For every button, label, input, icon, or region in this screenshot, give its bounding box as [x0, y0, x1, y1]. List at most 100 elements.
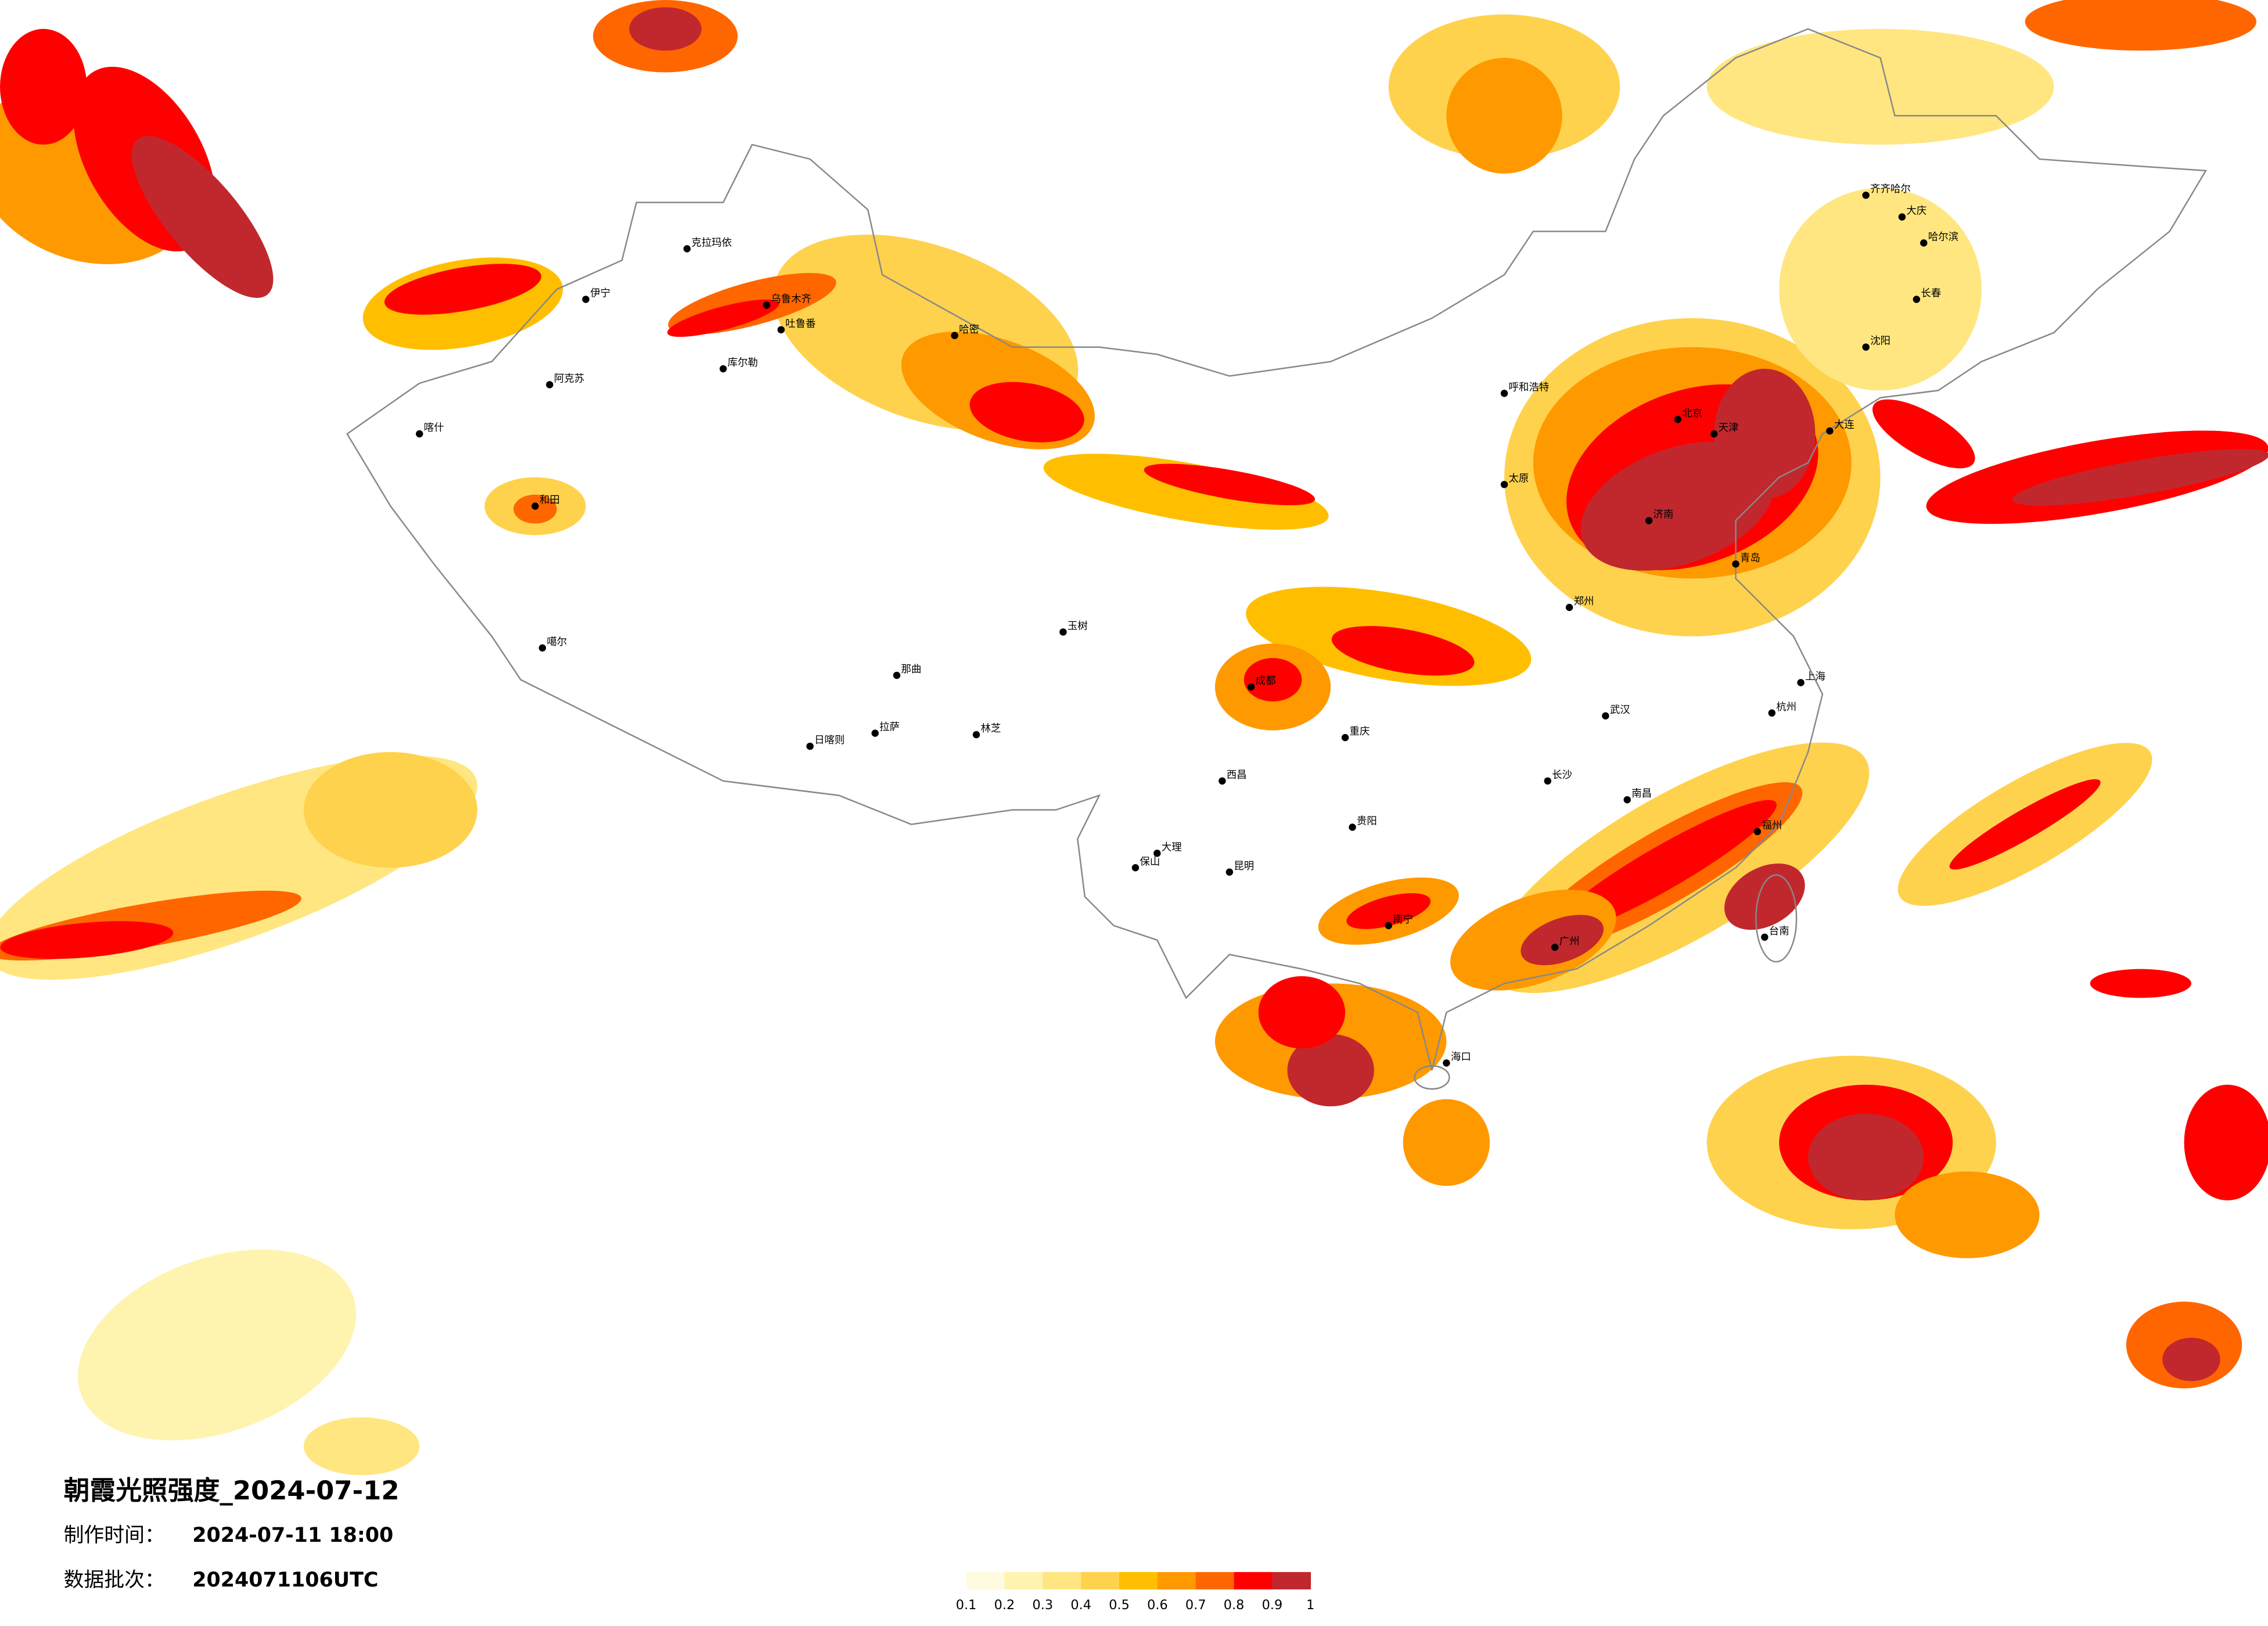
intensity-patch	[384, 264, 541, 315]
colorbar-tick-label: 0.8	[1224, 1598, 1245, 1613]
made-label: 制作时间：	[64, 1524, 165, 1547]
city-label: 库尔勒	[728, 357, 758, 369]
intensity-patch	[1243, 658, 1302, 702]
colorbar-box	[1157, 1572, 1196, 1589]
city-dot	[1544, 777, 1551, 785]
city-label: 天津	[1719, 422, 1739, 434]
city-label: 乌鲁木齐	[771, 294, 811, 305]
city-dot	[1710, 430, 1718, 438]
city-label: 长春	[1921, 288, 1941, 300]
colorbar-box	[1043, 1572, 1081, 1589]
colorbar-box	[1004, 1572, 1044, 1589]
colorbar-tick-label: 0.5	[1109, 1598, 1130, 1613]
city-label: 长沙	[1552, 769, 1572, 781]
intensity-patch	[1287, 1034, 1374, 1107]
city-label: 喀什	[424, 422, 444, 434]
batch-label: 数据批次：	[64, 1569, 165, 1592]
intensity-patch	[629, 7, 702, 51]
city-dot	[582, 296, 590, 303]
city-label: 杭州	[1776, 702, 1796, 713]
city-dot	[683, 245, 691, 253]
city-label: 大理	[1162, 841, 1182, 853]
city-label: 重庆	[1350, 726, 1370, 738]
colorbar-tick-label: 1	[1306, 1598, 1314, 1613]
colorbar-tick-label: 0.3	[1033, 1598, 1054, 1613]
city-label: 西昌	[1227, 769, 1247, 781]
city-dot	[719, 365, 727, 373]
city-label: 台南	[1769, 926, 1789, 937]
colorbar-tick-label: 0.9	[1262, 1598, 1283, 1613]
city-label: 成都	[1256, 675, 1276, 687]
city-label: 克拉玛依	[691, 237, 732, 249]
city-dot	[1826, 427, 1834, 435]
city-label: 林芝	[981, 723, 1001, 735]
intensity-patch	[1724, 864, 1805, 930]
colorbar-tick-label: 0.7	[1185, 1598, 1206, 1613]
intensity-patch	[1872, 399, 1975, 469]
island-outline	[1414, 1065, 1450, 1090]
intensity-patch	[2012, 449, 2268, 506]
city-label: 沈阳	[1870, 336, 1890, 347]
city-label: 青岛	[1740, 552, 1760, 564]
intensity-patch	[303, 752, 477, 868]
city-label: 广州	[1559, 936, 1580, 947]
intensity-patch	[1346, 893, 1431, 929]
city-dot	[1623, 796, 1631, 804]
intensity-patch	[1521, 915, 1604, 966]
city-label: 北京	[1682, 408, 1702, 419]
intensity-patch	[1779, 188, 1982, 391]
city-label: 保山	[1140, 856, 1160, 868]
city-label: 海口	[1451, 1052, 1471, 1063]
city-dot	[1551, 944, 1559, 951]
intensity-patch	[2090, 969, 2192, 998]
city-label: 贵阳	[1357, 816, 1377, 828]
city-dot	[1674, 416, 1682, 423]
city-dot	[546, 381, 553, 388]
city-dot	[1761, 933, 1769, 941]
intensity-patch	[1258, 976, 1346, 1049]
title: 朝霞光照强度_2024-07-12	[64, 1475, 400, 1506]
city-dot	[972, 731, 980, 739]
city-label: 和田	[540, 495, 560, 506]
intensity-patch	[1949, 779, 2101, 870]
city-dot	[1797, 679, 1805, 686]
city-label: 上海	[1805, 671, 1825, 683]
colorbar: 0.1 0.2 0.3 0.4 0.5 0.6 0.7 0.8 0.9 1	[956, 1572, 1314, 1613]
colorbar-tick-label: 0.1	[956, 1598, 977, 1613]
city-label: 噶尔	[547, 636, 567, 648]
city-dot	[415, 430, 423, 438]
city-dot	[1862, 343, 1870, 351]
colorbar-box	[1234, 1572, 1273, 1589]
intensity-patch	[1706, 28, 2054, 145]
intensity-patch	[1144, 463, 1315, 506]
city-dot	[1247, 683, 1255, 691]
made-time: 2024-07-11 18:00	[192, 1524, 393, 1547]
colorbar-box	[966, 1572, 1005, 1589]
city-label: 齐齐哈尔	[1870, 184, 1911, 195]
intensity-patch	[1808, 1113, 1924, 1201]
city-dot	[1219, 777, 1226, 785]
city-label: 那曲	[901, 664, 922, 675]
city-dot	[1645, 517, 1653, 524]
city-dot	[1443, 1059, 1450, 1067]
intensity-patch	[303, 1417, 420, 1476]
city-dot	[1500, 390, 1508, 397]
city-label: 昆明	[1234, 861, 1254, 872]
city-dot	[538, 644, 547, 652]
intensity-patch	[969, 382, 1084, 443]
intensity-patch	[0, 28, 87, 145]
city-label: 伊宁	[590, 288, 610, 300]
intensity-patch	[1043, 454, 1329, 530]
country-outline	[346, 28, 2208, 1071]
city-label: 大庆	[1906, 206, 1926, 217]
city-label: 阿克苏	[554, 373, 584, 384]
city-dot	[763, 301, 771, 309]
city-dot	[1913, 296, 1921, 303]
city-dot	[951, 332, 958, 340]
city-label: 武汉	[1610, 704, 1630, 716]
colorbar-box	[1119, 1572, 1158, 1589]
city-label: 吐鲁番	[785, 318, 815, 330]
intensity-patch	[2162, 1337, 2220, 1382]
